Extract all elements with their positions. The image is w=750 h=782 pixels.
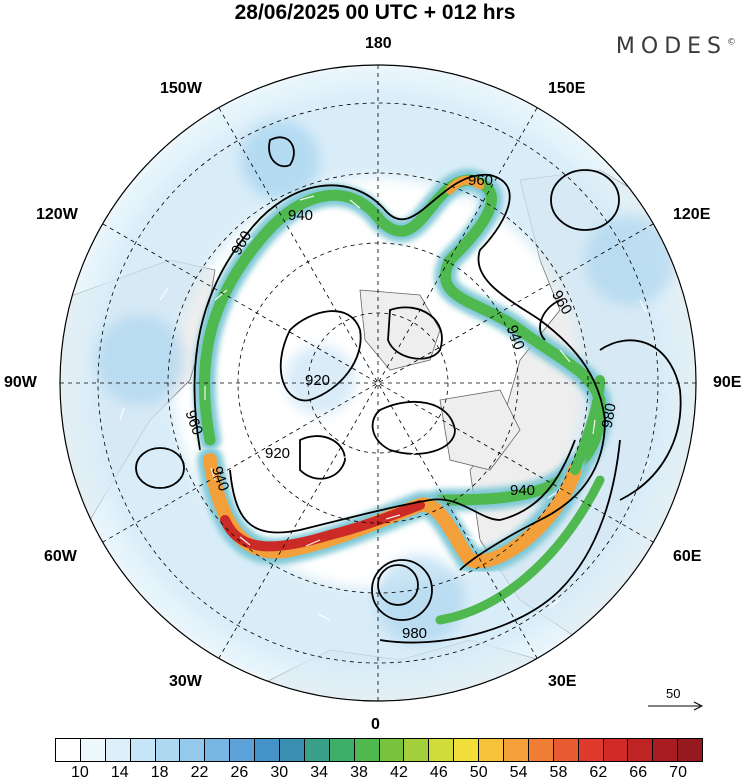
colorbar-segment xyxy=(230,739,256,761)
lon-label-120e: 120E xyxy=(673,206,711,223)
colorbar-segment xyxy=(205,739,231,761)
map-title: 28/06/2025 00 UTC + 012 hrs xyxy=(234,1,516,24)
contour-label-12: 980 xyxy=(402,625,427,642)
contour-label-10: 940 xyxy=(510,482,535,499)
lon-label-120w: 120W xyxy=(36,206,78,223)
contour-label-11: 980 xyxy=(599,402,620,430)
colorbar-tick-label: 42 xyxy=(390,764,408,781)
lon-label-30w: 30W xyxy=(169,673,202,690)
map-border xyxy=(59,64,697,702)
colorbar-tick-label: 54 xyxy=(509,764,528,781)
graticule xyxy=(60,65,696,701)
colorbar-tick-label: 38 xyxy=(350,764,368,781)
colorbar-segment xyxy=(528,739,554,761)
colorbar-segment xyxy=(180,739,206,761)
colorbar-segment xyxy=(354,739,380,761)
colorbar-tick-label: 62 xyxy=(589,764,608,781)
colorbar-segment xyxy=(329,739,355,761)
colorbar-segment xyxy=(553,739,579,761)
brand-logo: MODES© xyxy=(616,34,736,59)
colorbar-segment xyxy=(678,739,703,761)
colorbar-segment xyxy=(155,739,181,761)
colorbar-segment xyxy=(105,739,131,761)
colorbar-segment xyxy=(130,739,156,761)
colorbar-tick-label: 30 xyxy=(270,764,289,781)
colorbar-segment xyxy=(454,739,480,761)
colorbar-segment xyxy=(479,739,505,761)
colorbar-segment xyxy=(280,739,305,761)
colorbar-segment xyxy=(304,739,330,761)
lon-label-30e: 30E xyxy=(548,673,577,690)
vector-reference: 50 xyxy=(648,686,704,716)
vector-reference-label: 50 xyxy=(666,686,681,701)
lon-label-180: 180 xyxy=(365,35,392,52)
colorbar-tick-label: 14 xyxy=(110,764,129,781)
colorbar-tick-label: 10 xyxy=(71,764,89,781)
lon-label-60e: 60E xyxy=(673,548,702,565)
contour-label-7: 920 xyxy=(265,445,290,462)
colorbar-tick-label: 26 xyxy=(230,764,249,781)
colorbar-segment xyxy=(379,739,405,761)
colorbar-segment xyxy=(578,739,604,761)
lon-label-90w: 90W xyxy=(4,374,37,391)
colorbar-tick-label: 18 xyxy=(150,764,169,781)
height-contours xyxy=(135,136,682,644)
lon-label-90e: 90E xyxy=(713,374,742,391)
colorbar-tick-label: 46 xyxy=(429,764,448,781)
colorbar-segment xyxy=(255,739,281,761)
colorbar-segment xyxy=(80,739,106,761)
colorbar-segment xyxy=(603,739,629,761)
colorbar-segment xyxy=(56,739,81,761)
colorbar-segment xyxy=(504,739,529,761)
lon-label-150w: 150W xyxy=(160,80,202,97)
lon-label-60w: 60W xyxy=(44,548,77,565)
colorbar-tick-label: 22 xyxy=(190,764,209,781)
contour-label-3: 960 xyxy=(468,172,493,189)
brand-text: MODES xyxy=(615,34,727,59)
colorbar-segment xyxy=(653,739,679,761)
colorbar-tick-label: 34 xyxy=(310,764,329,781)
colorbar-tick-label: 70 xyxy=(669,764,687,781)
contour-label-2: 940 xyxy=(288,207,313,224)
colorbar-segment xyxy=(628,739,654,761)
contour-label-6: 920 xyxy=(305,372,330,389)
colorbar-tick-label: 50 xyxy=(469,764,488,781)
lon-label-150e: 150E xyxy=(548,80,586,97)
brand-mark: © xyxy=(727,37,736,48)
colorbar-segment xyxy=(404,739,430,761)
lon-label-0: 0 xyxy=(371,716,380,733)
colorbar-tick-label: 66 xyxy=(629,764,648,781)
colorbar xyxy=(55,738,703,762)
colorbar-tick-label: 58 xyxy=(549,764,568,781)
vector-reference-arrow xyxy=(648,701,704,711)
wind-vectors xyxy=(119,195,651,621)
colorbar-segment xyxy=(429,739,455,761)
